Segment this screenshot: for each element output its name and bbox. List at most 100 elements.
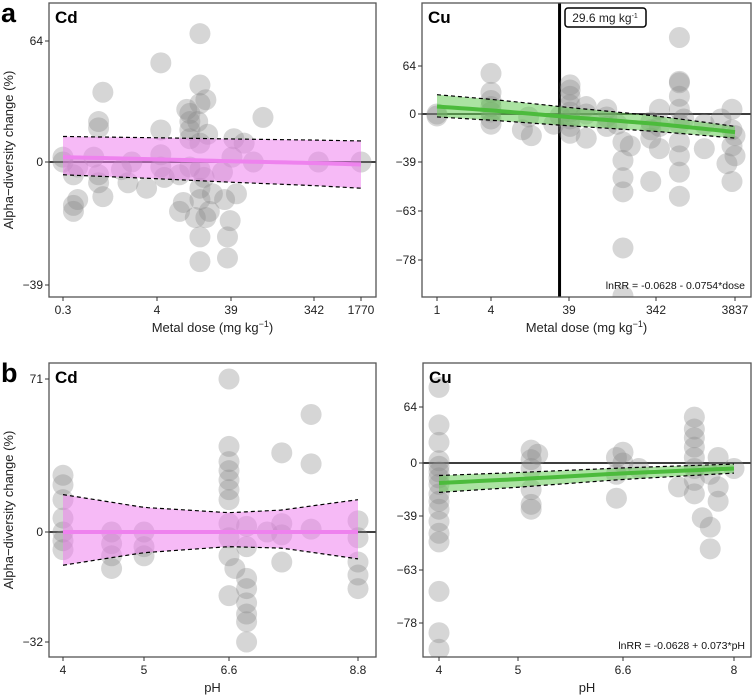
data-point	[428, 638, 450, 657]
data-point	[668, 70, 690, 92]
data-point	[236, 578, 258, 600]
data-point	[520, 498, 542, 520]
y-tick-label: 71	[30, 372, 44, 386]
data-point	[184, 207, 206, 229]
data-point	[699, 516, 721, 538]
data-point	[559, 122, 581, 144]
x-tick-label: 4	[488, 303, 495, 317]
data-point	[575, 127, 597, 149]
ci-lower-line	[436, 116, 736, 139]
data-point	[721, 98, 743, 120]
data-point	[612, 441, 634, 463]
data-point	[271, 551, 293, 573]
data-point	[187, 111, 209, 133]
data-point	[189, 226, 211, 248]
plot-area	[49, 368, 376, 653]
data-point	[218, 469, 240, 491]
panel-0: 0.3 4 39 342 1770 64 0 −39 Metal dose (mg kg−1) A…	[1, 0, 377, 335]
data-point	[640, 170, 662, 192]
regression-equation: lnRR = -0.0628 + 0.073*pH	[618, 640, 745, 652]
data-point	[724, 145, 746, 167]
x-tick-label: 5	[141, 663, 148, 677]
data-point	[150, 52, 172, 74]
data-point	[511, 119, 533, 141]
data-point	[691, 507, 713, 529]
data-point	[252, 106, 274, 128]
plot-frame	[421, 2, 752, 298]
data-point	[520, 125, 542, 147]
data-point	[527, 443, 549, 465]
data-point	[428, 580, 450, 602]
data-point	[612, 149, 634, 171]
data-point	[218, 460, 240, 482]
x-tick-label: 342	[646, 303, 666, 317]
data-point	[219, 210, 241, 232]
data-point	[169, 200, 191, 222]
data-point	[218, 451, 240, 473]
data-point	[683, 436, 705, 458]
x-tick-label: 8	[731, 663, 738, 677]
panel-letter: a	[1, 0, 17, 28]
y-axis-label: Alpha−diversity change (%)	[1, 431, 16, 590]
data-point	[648, 98, 670, 120]
data-point	[300, 403, 322, 425]
x-tick-label: 39	[224, 303, 238, 317]
y-tick-label: −39	[397, 509, 418, 523]
data-point	[683, 427, 705, 449]
threshold-label-sup: -1	[632, 13, 638, 20]
panel-2: 4 5 6.6 8.8 71 0 −32 pH Alpha−diversity change (…	[1, 358, 377, 695]
data-point	[62, 200, 84, 222]
data-point	[428, 498, 450, 520]
data-point	[218, 585, 240, 607]
data-point	[218, 545, 240, 567]
data-point	[428, 622, 450, 644]
data-point	[648, 138, 670, 160]
data-point	[52, 474, 74, 496]
panel-title: Cu	[429, 368, 452, 387]
fit-line	[436, 104, 736, 135]
x-tick-label: 342	[304, 303, 324, 317]
data-point	[721, 135, 743, 157]
data-point	[520, 439, 542, 461]
fit-line	[62, 155, 362, 167]
data-point	[559, 79, 581, 101]
data-point	[480, 81, 502, 103]
ci-lower-line	[62, 174, 362, 189]
x-axis-label: pH	[579, 680, 596, 695]
data-point	[520, 493, 542, 515]
data-point	[225, 183, 247, 205]
data-point	[214, 189, 236, 211]
ci-upper-line	[438, 463, 735, 477]
panel-3: 4 5 6.6 8 64 0 −39 −63 −78 pH Cu lnRR = -0.0628 + 0…	[397, 362, 752, 695]
y-tick-label: 0	[409, 107, 416, 121]
data-point	[347, 564, 369, 586]
y-axis-label: Alpha−diversity change (%)	[1, 71, 16, 230]
x-axis-label-end: )	[643, 320, 647, 335]
data-point	[189, 93, 211, 115]
x-tick-label: 4	[154, 303, 161, 317]
data-point	[605, 487, 627, 509]
y-tick-label: 0	[36, 155, 43, 169]
data-point	[189, 23, 211, 45]
data-point	[189, 189, 211, 211]
data-point	[428, 455, 450, 477]
x-tick-label: 5	[515, 663, 522, 677]
data-point	[67, 189, 89, 211]
plot-frame	[48, 2, 377, 298]
data-point	[428, 490, 450, 512]
x-axis-label-end: )	[269, 320, 273, 335]
x-tick-label: 3837	[722, 303, 749, 317]
x-tick-label: 4	[436, 663, 443, 677]
data-point	[559, 74, 581, 96]
data-point	[612, 237, 634, 259]
data-point	[428, 431, 450, 453]
data-point	[428, 414, 450, 436]
threshold-label: 29.6 mg kg-1	[572, 11, 638, 25]
data-point	[150, 119, 172, 141]
data-point	[668, 185, 690, 207]
data-point	[179, 119, 201, 141]
x-axis-label-sup: −1	[259, 319, 269, 329]
data-point	[172, 191, 194, 213]
x-axis-label: Metal dose (mg kg−1)	[526, 319, 648, 335]
